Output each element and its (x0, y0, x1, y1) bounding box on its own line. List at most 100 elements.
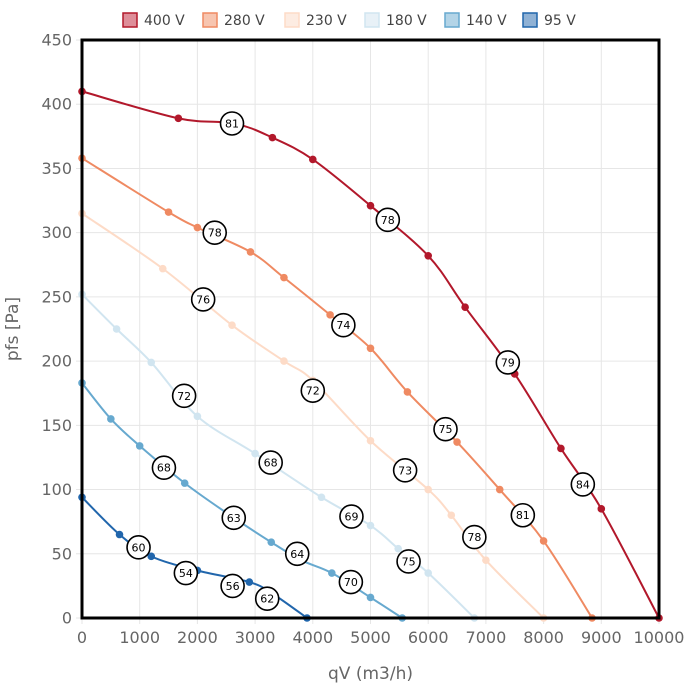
data-point[interactable] (366, 436, 375, 445)
series-line (81, 157, 593, 619)
marker-circle (495, 350, 521, 375)
curve-marker: 72 (171, 383, 197, 409)
marker-label: 62 (260, 593, 274, 606)
data-point[interactable] (164, 208, 173, 216)
data-point[interactable] (447, 511, 456, 520)
marker-circle (433, 416, 458, 442)
data-point[interactable] (180, 479, 189, 487)
x-tick-label: 4000 (292, 628, 333, 647)
data-point[interactable] (193, 412, 202, 421)
marker-circle (254, 586, 280, 612)
data-point[interactable] (424, 569, 433, 577)
data-point[interactable] (245, 578, 254, 586)
data-point[interactable] (539, 537, 548, 545)
curve-marker: 73 (392, 457, 418, 483)
data-point[interactable] (246, 248, 255, 256)
curve-marker: 68 (258, 450, 283, 475)
legend-swatch (522, 12, 538, 28)
data-point[interactable] (326, 311, 334, 319)
data-point[interactable] (107, 415, 115, 423)
marker-circle (375, 207, 401, 233)
data-point[interactable] (267, 538, 276, 547)
data-point[interactable] (193, 223, 202, 232)
x-tick-label: 7000 (466, 628, 507, 647)
data-point[interactable] (268, 133, 277, 142)
x-tick-label: 0 (77, 628, 87, 647)
data-point[interactable] (403, 388, 412, 396)
data-point[interactable] (147, 358, 156, 367)
data-point[interactable] (495, 485, 504, 494)
curve-marker: 79 (495, 350, 521, 375)
data-point[interactable] (251, 449, 259, 458)
marker-label: 64 (290, 548, 304, 561)
marker-label: 84 (576, 478, 590, 491)
data-point[interactable] (424, 251, 433, 260)
data-point[interactable] (309, 155, 317, 164)
x-axis-ticks: 0 1000 2000 3000 4000 5000 6000 7000 8000 9000 100… (77, 628, 685, 647)
curve-marker: 68 (151, 455, 177, 481)
data-point[interactable] (424, 485, 433, 494)
data-point[interactable] (453, 438, 461, 446)
marker-label: 69 (344, 511, 358, 524)
legend-item[interactable]: 280 V (202, 12, 265, 29)
marker-label: 68 (264, 457, 278, 470)
marker-circle (219, 111, 245, 136)
data-point[interactable] (366, 521, 375, 530)
marker-label: 76 (196, 293, 210, 306)
data-point[interactable] (366, 201, 375, 210)
legend-item[interactable]: 140 V (444, 12, 507, 29)
marker-circle (190, 287, 216, 312)
marker-label: 56 (226, 580, 240, 593)
data-point[interactable] (317, 493, 326, 502)
curve-marker: 78 (375, 207, 401, 233)
marker-circle (570, 472, 596, 497)
legend-item[interactable]: 400 V (122, 12, 185, 29)
x-tick-label: 2000 (177, 628, 218, 647)
legend-item[interactable]: 180 V (364, 12, 427, 29)
data-point[interactable] (557, 444, 565, 453)
marker-label: 79 (501, 356, 515, 369)
data-point[interactable] (366, 344, 375, 353)
y-tick-label: 350 (41, 159, 72, 178)
data-point[interactable] (158, 264, 167, 273)
x-axis-title: qV (m3/h) (328, 664, 413, 684)
data-point[interactable] (328, 569, 336, 577)
marker-label: 78 (208, 227, 222, 240)
marker-circle (338, 569, 364, 595)
data-point[interactable] (597, 505, 606, 513)
data-point[interactable] (228, 321, 236, 329)
x-tick-label: 8000 (523, 628, 564, 647)
curve-marker: 76 (190, 287, 216, 312)
marker-label: 75 (402, 555, 416, 568)
data-point[interactable] (112, 325, 121, 333)
marker-label: 72 (306, 385, 320, 398)
legend-item[interactable]: 230 V (284, 12, 347, 29)
legend: 400 V 280 V 230 V 180 V 140 V 95 V (122, 12, 576, 29)
curve-marker: 72 (300, 378, 326, 403)
data-point[interactable] (115, 530, 124, 539)
x-tick-label: 5000 (350, 628, 391, 647)
data-point[interactable] (135, 442, 144, 450)
data-point[interactable] (280, 273, 288, 282)
legend-label: 400 V (144, 13, 185, 29)
data-point[interactable] (482, 556, 490, 564)
data-point[interactable] (147, 552, 156, 561)
curve-marker: 64 (284, 541, 310, 567)
curve-marker: 75 (433, 416, 458, 442)
data-point[interactable] (280, 357, 288, 365)
legend-swatch (444, 12, 460, 28)
marker-label: 72 (177, 390, 191, 403)
data-point[interactable] (461, 303, 469, 311)
y-axis-title: pfs [Pa] (3, 297, 23, 361)
data-point[interactable] (394, 544, 402, 553)
legend-swatch (202, 12, 218, 28)
marker-circle (151, 455, 177, 481)
curve-marker: 56 (220, 573, 245, 599)
legend-item[interactable]: 95 V (522, 12, 576, 29)
marker-circle (339, 504, 364, 529)
marker-circle (126, 535, 151, 560)
marker-circle (171, 383, 197, 409)
data-point[interactable] (366, 593, 375, 602)
data-point[interactable] (174, 114, 183, 123)
